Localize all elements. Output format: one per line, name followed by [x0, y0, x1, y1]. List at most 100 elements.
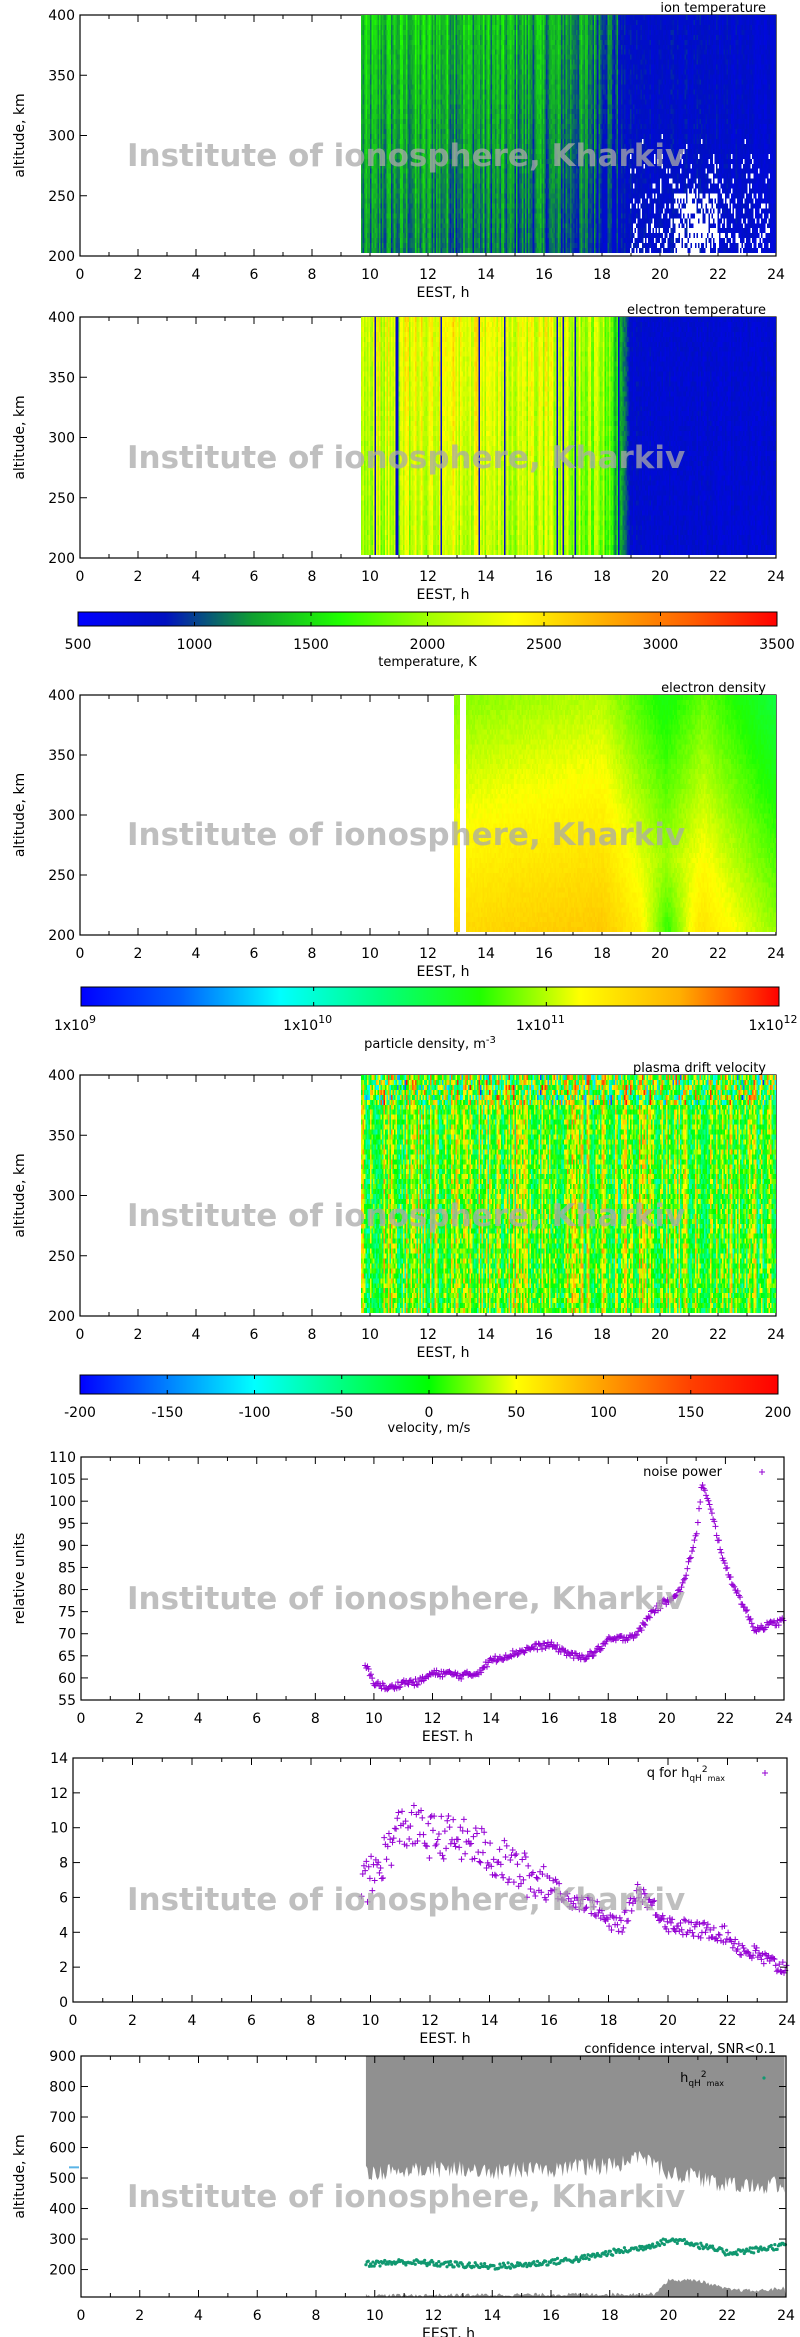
y-axis-label: altitude, km — [12, 1153, 28, 1237]
data-point — [758, 1956, 765, 1963]
data-point — [592, 1648, 599, 1655]
data-point — [564, 1890, 571, 1897]
data-point — [597, 1646, 604, 1653]
data-point — [700, 1920, 707, 1927]
data-point — [715, 1931, 722, 1938]
data-point — [748, 2246, 752, 2250]
data-point — [753, 1944, 760, 1951]
chart-title: ion temperature — [660, 1, 766, 16]
data-point — [702, 1929, 709, 1936]
colorbar-tick-label: -50 — [330, 1405, 353, 1421]
x-tick-label: 14 — [481, 2013, 499, 2029]
colorbar-tick-label: 1x109 — [54, 1013, 96, 1034]
data-point — [440, 1855, 447, 1862]
data-point — [387, 1836, 394, 1843]
data-point — [508, 2266, 513, 2270]
data-point — [426, 1855, 433, 1862]
data-point — [483, 2261, 487, 2266]
x-tick-label: 8 — [312, 2308, 321, 2324]
data-point — [681, 1916, 688, 1923]
data-point — [378, 2264, 382, 2268]
data-point — [691, 1537, 698, 1544]
x-tick-label: 16 — [541, 1711, 559, 1727]
data-point — [570, 1900, 577, 1907]
data-point — [444, 1817, 451, 1824]
x-tick-label: 20 — [651, 267, 669, 283]
data-point — [439, 1852, 446, 1859]
data-point — [619, 1929, 626, 1936]
x-tick-label: 18 — [593, 1327, 611, 1343]
x-tick-label: 22 — [719, 2013, 737, 2029]
data-point — [693, 1530, 700, 1537]
y-tick-label: 60 — [58, 1671, 76, 1687]
data-point — [615, 1928, 622, 1935]
data-point — [683, 1572, 690, 1579]
data-point — [406, 1835, 413, 1842]
data-point — [525, 1862, 532, 1869]
data-point — [741, 2248, 745, 2252]
data-point — [500, 1874, 507, 1881]
y-tick-label: 350 — [48, 1128, 75, 1144]
data-point — [727, 1574, 734, 1581]
data-point — [386, 2262, 390, 2266]
data-point — [748, 1955, 755, 1962]
legend-label: q for hqH2max — [647, 1765, 726, 1784]
data-point — [681, 1575, 688, 1582]
x-tick-label: 22 — [718, 2308, 736, 2324]
data-point — [773, 2242, 777, 2247]
data-point — [688, 1919, 695, 1926]
data-point — [575, 1897, 582, 1904]
data-point — [711, 1518, 718, 1525]
data-point — [701, 1487, 708, 1494]
data-point — [464, 1828, 471, 1835]
data-point — [393, 1825, 400, 1832]
y-axis-label: altitude, km — [12, 93, 28, 177]
data-point — [506, 2261, 510, 2265]
data-point — [396, 1838, 403, 1845]
data-point — [750, 1952, 757, 1959]
data-point — [730, 1582, 737, 1589]
y-tick-label: 200 — [48, 551, 75, 567]
data-point — [646, 1896, 653, 1903]
x-tick-label: 18 — [593, 267, 611, 283]
data-point — [572, 1904, 579, 1911]
colorbar-tick-label: 1x1011 — [516, 1013, 565, 1034]
data-point — [633, 1631, 640, 1638]
data-point — [552, 1876, 559, 1883]
data-point — [653, 1603, 660, 1610]
data-point — [641, 1890, 648, 1897]
data-point — [420, 1831, 427, 1838]
y-tick-label: 400 — [48, 1068, 75, 1084]
data-point — [452, 1843, 459, 1850]
data-point — [703, 1924, 710, 1931]
x-axis-label: EEST, h — [422, 2326, 475, 2337]
data-point — [560, 1897, 567, 1904]
x-tick-label: 12 — [425, 2308, 443, 2324]
data-point — [506, 1876, 513, 1883]
x-tick-label: 6 — [250, 569, 259, 585]
data-point — [498, 2262, 502, 2266]
data-point — [761, 1950, 768, 1957]
data-point — [611, 2253, 615, 2257]
data-point — [710, 2244, 715, 2248]
data-point — [479, 2262, 483, 2266]
data-point — [368, 1853, 375, 1860]
data-point — [696, 1505, 703, 1512]
x-tick-label: 2 — [135, 1711, 144, 1727]
data-point — [497, 1861, 504, 1868]
data-point — [436, 2264, 440, 2268]
x-tick-label: 0 — [76, 569, 85, 585]
data-point — [376, 1869, 383, 1876]
data-point — [520, 1876, 527, 1883]
data-point — [425, 1820, 432, 1827]
data-point — [617, 1917, 624, 1924]
data-point — [502, 1854, 509, 1861]
y-tick-label: 200 — [48, 928, 75, 944]
data-point — [777, 1968, 784, 1975]
colorbar-tick-label: -100 — [239, 1405, 271, 1421]
data-point — [457, 1824, 464, 1831]
data-point — [608, 1927, 615, 1934]
y-tick-label: 900 — [49, 2049, 76, 2065]
data-point — [384, 1843, 391, 1850]
data-point — [749, 1623, 756, 1630]
